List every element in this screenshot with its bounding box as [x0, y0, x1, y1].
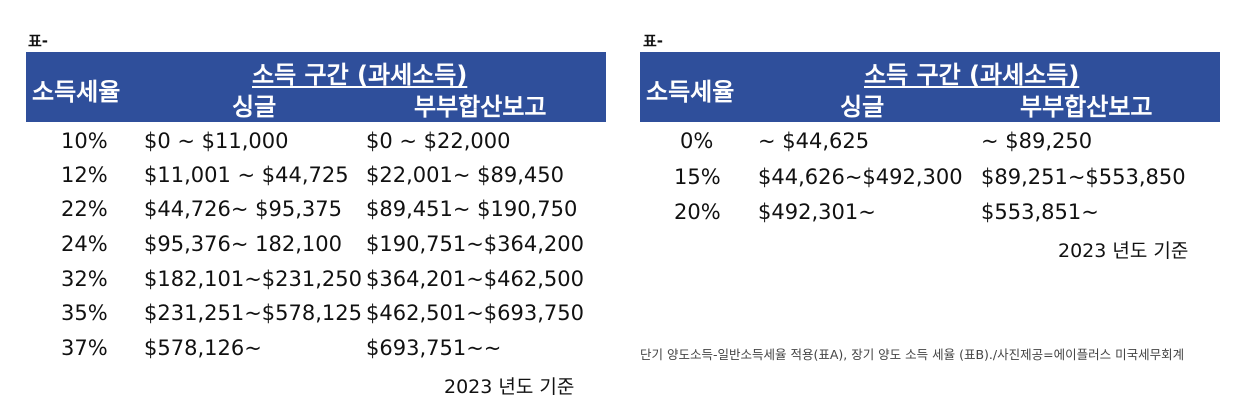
- joint-cell: $190,751~$364,200: [366, 232, 584, 256]
- rate-cell: 24%: [61, 232, 108, 256]
- single-cell: $492,301~: [758, 200, 876, 224]
- rate-header: 소득세율: [646, 78, 735, 106]
- rate-cell: 15%: [674, 165, 721, 189]
- table-a-header: 소득세율 소득 구간 (과세소득) 싱글 부부합산보고: [26, 52, 606, 122]
- rate-cell: 12%: [61, 163, 108, 187]
- rate-cell: 22%: [61, 197, 108, 221]
- joint-cell: $462,501~$693,750: [366, 301, 584, 325]
- single-cell: $11,001 ~ $44,725: [144, 163, 349, 187]
- joint-cell: $0 ~ $22,000: [366, 129, 511, 153]
- joint-header: 부부합산보고: [1020, 93, 1153, 121]
- single-cell: $182,101~$231,250: [144, 267, 362, 291]
- joint-cell: $693,751~~: [366, 336, 502, 360]
- joint-cell: $89,251~$553,850: [981, 165, 1186, 189]
- bracket-header: 소득 구간 (과세소득): [864, 61, 1080, 89]
- basis-year: 2023 년도 기준: [444, 376, 575, 398]
- rate-cell: 32%: [61, 267, 108, 291]
- rate-cell: 10%: [61, 129, 108, 153]
- basis-year: 2023 년도 기준: [1058, 240, 1189, 262]
- joint-header: 부부합산보고: [414, 93, 547, 121]
- joint-cell: $89,451~ $190,750: [366, 197, 578, 221]
- single-cell: $44,626~$492,300: [758, 165, 963, 189]
- single-cell: $0 ~ $11,000: [144, 129, 289, 153]
- rate-cell: 0%: [680, 129, 714, 153]
- single-header: 싱글: [840, 93, 885, 121]
- joint-cell: $22,001~ $89,450: [366, 163, 564, 187]
- rate-cell: 20%: [674, 200, 721, 224]
- rate-cell: 37%: [61, 336, 108, 360]
- rate-header: 소득세율: [32, 78, 121, 106]
- joint-cell: $364,201~$462,500: [366, 267, 584, 291]
- joint-cell: ~ $89,250: [981, 129, 1093, 153]
- bracket-header: 소득 구간 (과세소득): [252, 61, 468, 89]
- single-header: 싱글: [232, 93, 277, 121]
- single-cell: $578,126~: [144, 336, 262, 360]
- photo-caption: 단기 양도소득-일반소득세율 적용(표A), 장기 양도 소득 세율 (표B).…: [640, 347, 1185, 362]
- joint-cell: $553,851~: [981, 200, 1099, 224]
- single-cell: $95,376~ 182,100: [144, 232, 342, 256]
- single-cell: ~ $44,625: [758, 129, 870, 153]
- rate-cell: 35%: [61, 301, 108, 325]
- single-cell: $231,251~$578,125: [144, 301, 362, 325]
- single-cell: $44,726~ $95,375: [144, 197, 342, 221]
- table-b-header: 소득세율 소득 구간 (과세소득) 싱글 부부합산보고: [640, 52, 1220, 122]
